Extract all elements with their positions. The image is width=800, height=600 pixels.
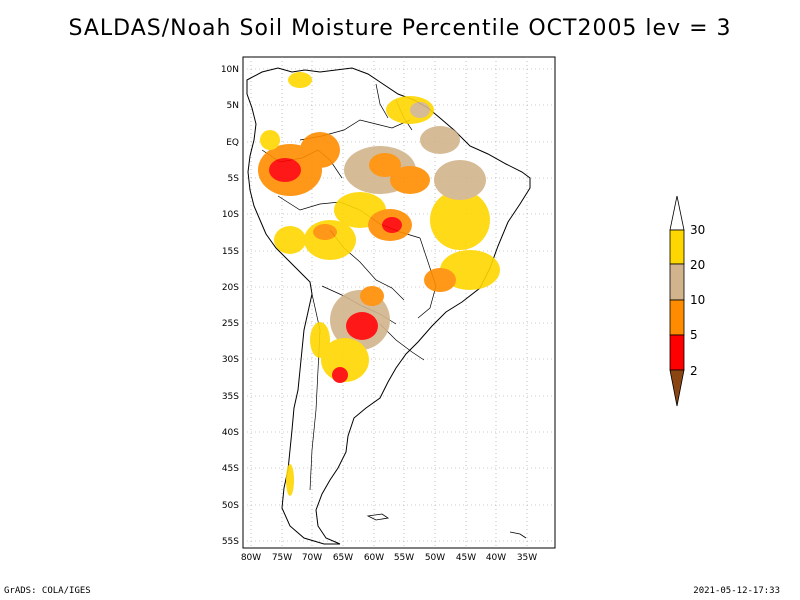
- lat-label: 10N: [221, 65, 239, 75]
- lat-label: 5S: [228, 174, 240, 184]
- colorbar-segment: [669, 299, 685, 336]
- lon-label: 80W: [241, 553, 261, 563]
- colorbar-top-triangle: [669, 195, 685, 231]
- colorbar-bottom-triangle: [669, 369, 685, 407]
- lat-label: 40S: [222, 428, 239, 438]
- lon-label: 35W: [517, 553, 537, 563]
- map-frame: [242, 56, 556, 549]
- lat-label: 30S: [222, 355, 239, 365]
- lat-label: 10S: [222, 210, 239, 220]
- colorbar-labels: 30 20 10 5 2: [690, 223, 705, 378]
- lon-label: 75W: [272, 553, 292, 563]
- lon-label: 40W: [486, 553, 506, 563]
- colorbar-segment: [669, 334, 685, 371]
- lat-label: 55S: [222, 537, 239, 547]
- lat-label: 45S: [222, 464, 239, 474]
- lat-label: 35S: [222, 392, 239, 402]
- percentile-shading: [258, 72, 500, 496]
- credit-label: GrADS: COLA/IGES: [4, 586, 91, 596]
- lat-label: EQ: [226, 138, 239, 148]
- colorbar-segment: [669, 263, 685, 301]
- colorbar: [669, 195, 685, 407]
- lat-label: 5N: [227, 101, 239, 111]
- map-title: SALDAS/Noah Soil Moisture Percentile OCT…: [68, 16, 732, 41]
- lon-label: 55W: [394, 553, 414, 563]
- lon-label: 50W: [425, 553, 445, 563]
- colorbar-label: 2: [690, 364, 698, 378]
- lon-label: 45W: [456, 553, 476, 563]
- latitude-labels: 10N 5N EQ 5S 10S 15S 20S 25S 30S 35S 40S…: [221, 65, 239, 547]
- colorbar-label: 10: [690, 293, 705, 307]
- lat-label: 20S: [222, 283, 239, 293]
- timestamp-label: 2021-05-12-17:33: [693, 586, 780, 596]
- lon-label: 70W: [302, 553, 322, 563]
- colorbar-label: 5: [690, 328, 698, 342]
- colorbar-segment: [669, 229, 685, 265]
- lat-label: 25S: [222, 319, 239, 329]
- colorbar-label: 30: [690, 223, 705, 237]
- colorbar-label: 20: [690, 258, 705, 272]
- lon-label: 65W: [333, 553, 353, 563]
- lon-label: 60W: [364, 553, 384, 563]
- longitude-labels: 80W 75W 70W 65W 60W 55W 50W 45W 40W 35W: [241, 553, 537, 563]
- lat-label: 15S: [222, 247, 239, 257]
- lat-label: 50S: [222, 501, 239, 511]
- islands: [366, 513, 527, 539]
